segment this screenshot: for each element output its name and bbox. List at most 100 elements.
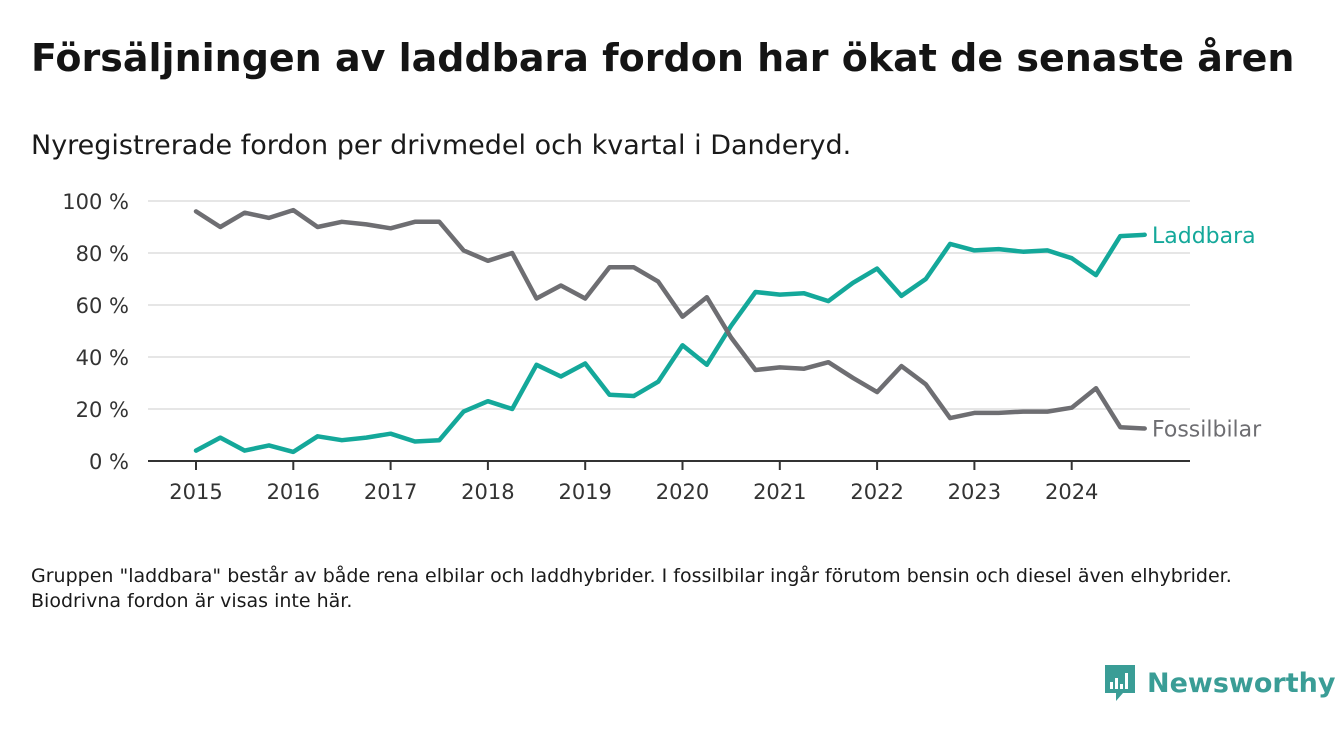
data-point-laddbara — [752, 289, 758, 295]
chart-subtitle: Nyregistrerade fordon per drivmedel och … — [31, 130, 852, 161]
data-point-laddbara — [461, 409, 467, 415]
data-point-laddbara — [290, 449, 296, 455]
data-point-fossilbilar — [509, 250, 515, 256]
data-point-laddbara — [801, 290, 807, 296]
x-tick-label: 2015 — [169, 480, 222, 504]
x-tick-label: 2019 — [558, 480, 611, 504]
data-point-laddbara — [996, 246, 1002, 252]
x-tick-label: 2016 — [267, 480, 320, 504]
data-point-fossilbilar — [850, 375, 856, 381]
x-tick-label: 2024 — [1045, 480, 1098, 504]
x-tick-label: 2018 — [461, 480, 514, 504]
data-point-laddbara — [631, 393, 637, 399]
data-point-fossilbilar — [728, 335, 734, 341]
data-point-laddbara — [363, 435, 369, 441]
series-label-fossilbilar: Fossilbilar — [1152, 418, 1262, 443]
data-point-laddbara — [1069, 255, 1075, 261]
data-point-laddbara — [436, 437, 442, 443]
series-line-laddbara — [193, 232, 1147, 455]
x-axis: 2015 2016 2017 2018 2019 2020 2021 2022 2023 2024 — [148, 460, 1190, 504]
data-point-laddbara — [1044, 247, 1050, 253]
data-point-fossilbilar — [315, 224, 321, 230]
x-tick-label: 2022 — [850, 480, 903, 504]
data-point-fossilbilar — [339, 219, 345, 225]
y-tick-label: 80 % — [76, 242, 129, 266]
y-tick-label: 100 % — [62, 190, 129, 214]
series-label-laddbara: Laddbara — [1152, 224, 1256, 249]
data-point-laddbara — [315, 433, 321, 439]
data-point-fossilbilar — [363, 221, 369, 227]
y-tick-label: 40 % — [76, 346, 129, 370]
footnote: Gruppen "laddbara" består av både rena e… — [31, 565, 1232, 612]
data-point-laddbara — [947, 241, 953, 247]
data-point-laddbara — [777, 292, 783, 298]
data-point-fossilbilar — [242, 210, 248, 216]
y-tick-label: 0 % — [89, 450, 129, 474]
data-point-fossilbilar — [777, 364, 783, 370]
data-point-laddbara — [825, 298, 831, 304]
brand-name: Newsworthy — [1147, 667, 1336, 699]
data-point-fossilbilar — [1069, 405, 1075, 411]
data-point-fossilbilar — [1117, 424, 1123, 430]
data-point-fossilbilar — [704, 294, 710, 300]
data-point-fossilbilar — [1142, 426, 1148, 432]
data-point-laddbara — [193, 448, 199, 454]
data-point-fossilbilar — [655, 279, 661, 285]
x-tick-label: 2023 — [948, 480, 1001, 504]
data-point-laddbara — [388, 431, 394, 437]
data-point-fossilbilar — [825, 359, 831, 365]
data-point-laddbara — [923, 276, 929, 282]
data-point-laddbara — [1093, 272, 1099, 278]
data-point-fossilbilar — [1020, 409, 1026, 415]
series-lines — [193, 207, 1148, 455]
data-point-fossilbilar — [923, 381, 929, 387]
data-point-laddbara — [582, 361, 588, 367]
data-point-fossilbilar — [801, 366, 807, 372]
data-point-fossilbilar — [947, 415, 953, 421]
data-point-laddbara — [607, 392, 613, 398]
x-tick-label: 2020 — [656, 480, 709, 504]
data-point-laddbara — [874, 266, 880, 272]
data-point-fossilbilar — [752, 367, 758, 373]
data-point-fossilbilar — [461, 247, 467, 253]
data-point-laddbara — [680, 342, 686, 348]
data-point-laddbara — [850, 280, 856, 286]
data-point-laddbara — [1142, 232, 1148, 238]
data-point-fossilbilar — [874, 389, 880, 395]
data-point-laddbara — [339, 437, 345, 443]
data-point-laddbara — [898, 293, 904, 299]
data-point-fossilbilar — [436, 219, 442, 225]
data-point-laddbara — [242, 448, 248, 454]
newsworthy-logo[interactable]: Newsworthy — [1103, 663, 1335, 703]
data-point-laddbara — [704, 362, 710, 368]
data-point-fossilbilar — [631, 264, 637, 270]
data-point-laddbara — [217, 435, 223, 441]
data-point-laddbara — [534, 362, 540, 368]
data-point-laddbara — [485, 398, 491, 404]
series-line-fossilbilar — [193, 207, 1147, 431]
data-point-fossilbilar — [388, 225, 394, 231]
x-tick-label: 2017 — [364, 480, 417, 504]
bar-chart-speech-icon — [1105, 665, 1135, 701]
line-chart: 0 %20 %40 %60 %80 %100 % 2015 2016 2017 201… — [62, 190, 1262, 504]
data-point-laddbara — [1117, 233, 1123, 239]
gridlines — [148, 200, 1190, 410]
data-point-fossilbilar — [266, 215, 272, 221]
data-point-fossilbilar — [607, 264, 613, 270]
data-point-fossilbilar — [582, 296, 588, 302]
data-point-laddbara — [971, 247, 977, 253]
data-point-fossilbilar — [1044, 409, 1050, 415]
y-axis-labels: 0 % 20 % 40 % 60 % 80 % 100 % — [62, 190, 129, 474]
x-tick-label: 2021 — [753, 480, 806, 504]
data-point-fossilbilar — [217, 224, 223, 230]
data-point-laddbara — [509, 406, 515, 412]
data-point-laddbara — [728, 323, 734, 329]
y-tick-label: 20 % — [76, 398, 129, 422]
data-point-fossilbilar — [996, 410, 1002, 416]
data-point-fossilbilar — [971, 410, 977, 416]
data-point-laddbara — [655, 379, 661, 385]
data-point-laddbara — [412, 439, 418, 445]
data-point-laddbara — [558, 374, 564, 380]
data-point-fossilbilar — [1093, 385, 1099, 391]
chart-title: Försäljningen av laddbara fordon har öka… — [31, 36, 1295, 80]
